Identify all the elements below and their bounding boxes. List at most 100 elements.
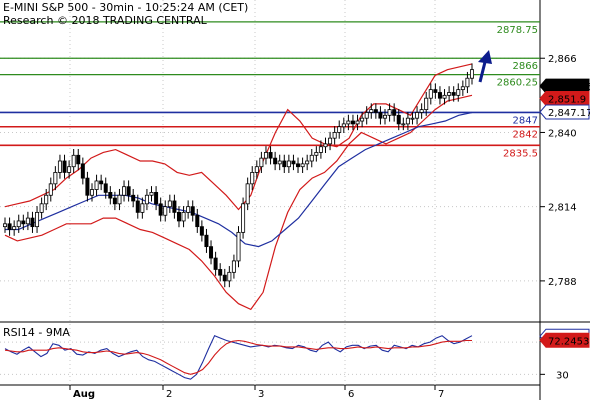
candle-body	[190, 206, 195, 216]
candle-body	[126, 186, 131, 196]
candle-body	[447, 92, 452, 96]
candle-body	[163, 206, 168, 216]
candle-body	[309, 154, 314, 162]
candle-body	[218, 269, 223, 276]
rsi-label: RSI14 - 9MA	[3, 326, 70, 339]
candle-body	[460, 86, 465, 91]
candle-body	[442, 94, 447, 99]
candle-body	[213, 257, 218, 270]
candle-body	[117, 194, 122, 205]
price-tag-label: 2,856.25	[548, 82, 590, 93]
candle-body	[428, 89, 433, 99]
candle-body	[424, 97, 429, 111]
candle-body	[135, 200, 140, 213]
candle-body	[112, 197, 117, 205]
x-tick-label: 3	[258, 389, 264, 400]
candle-body	[300, 163, 305, 168]
candle-body	[332, 132, 337, 139]
candle-body	[67, 166, 72, 173]
candle-body	[108, 191, 113, 199]
candle-body	[296, 163, 301, 168]
price-tag-label: 2,851.9	[548, 94, 586, 105]
candle-body	[254, 166, 259, 173]
candle-body	[346, 120, 351, 125]
candle-body	[451, 92, 456, 96]
price-tags: 2,856.252,851.92,847.1777.311372.2453	[539, 78, 590, 348]
candle-body	[195, 214, 200, 228]
candle-body	[268, 152, 273, 159]
candle-body	[273, 157, 278, 165]
candle-body	[373, 109, 378, 113]
candle-body	[35, 211, 40, 228]
candle-body	[44, 194, 49, 205]
copyright-text: Research © 2018 TRADING CENTRAL	[3, 14, 208, 27]
candle-body	[314, 152, 319, 156]
candle-body	[3, 223, 8, 228]
level-label: 2842	[513, 130, 538, 141]
bollinger-lower-line	[4, 94, 473, 311]
candle-body	[263, 152, 268, 159]
candle-body	[57, 160, 62, 173]
rsi-panel: 30	[0, 334, 569, 381]
candle-body	[323, 143, 328, 148]
candle-body	[405, 117, 410, 125]
candle-body	[360, 117, 365, 122]
candle-body	[396, 114, 401, 125]
x-tick-label: Aug	[73, 389, 95, 400]
candlesticks	[3, 63, 474, 288]
candle-body	[355, 120, 360, 125]
price-tag	[539, 332, 590, 348]
candle-body	[415, 112, 420, 119]
candle-body	[282, 160, 287, 168]
candle-body	[383, 114, 388, 119]
candle-body	[80, 163, 85, 179]
candle-body	[131, 194, 136, 202]
candle-body	[465, 77, 470, 88]
candle-body	[277, 160, 282, 165]
level-label: 2835.5	[503, 148, 538, 159]
candle-body	[48, 183, 53, 196]
candle-body	[21, 220, 26, 225]
candle-body	[369, 109, 374, 113]
candle-body	[401, 123, 406, 126]
candle-body	[181, 211, 186, 222]
candle-body	[456, 89, 461, 96]
candle-body	[39, 203, 44, 213]
candle-body	[30, 217, 35, 228]
candle-body	[89, 189, 94, 196]
price-tag	[539, 104, 590, 120]
candle-body	[378, 112, 383, 119]
candle-body	[259, 157, 264, 168]
candle-body	[12, 226, 17, 230]
candle-body	[227, 271, 232, 282]
candle-body	[158, 203, 163, 216]
y-tick-label: 2,840	[548, 128, 577, 139]
candle-body	[250, 172, 255, 185]
candle-body	[291, 160, 296, 165]
candle-body	[222, 274, 227, 282]
forecast-arrow	[478, 50, 492, 83]
candle-body	[245, 183, 250, 205]
grid	[0, 0, 540, 385]
candle-body	[204, 234, 209, 248]
candle-body	[186, 206, 191, 213]
candle-body	[337, 126, 342, 133]
candle-body	[154, 191, 159, 205]
candle-body	[328, 137, 333, 145]
level-label: 2878.75	[497, 25, 538, 36]
candle-body	[122, 186, 127, 196]
candle-body	[387, 109, 392, 116]
candle-body	[172, 200, 177, 213]
candle-body	[364, 112, 369, 119]
candle-body	[85, 177, 90, 196]
candle-body	[236, 231, 241, 262]
candle-body	[419, 109, 424, 113]
y-tick-label: 2,814	[548, 203, 577, 214]
x-tick-label: 6	[348, 389, 354, 400]
candle-body	[318, 146, 323, 153]
candle-body	[199, 226, 204, 236]
candle-body	[209, 246, 214, 259]
level-label: 2860.25	[497, 78, 538, 89]
rsi-tick-label: 30	[556, 370, 569, 381]
